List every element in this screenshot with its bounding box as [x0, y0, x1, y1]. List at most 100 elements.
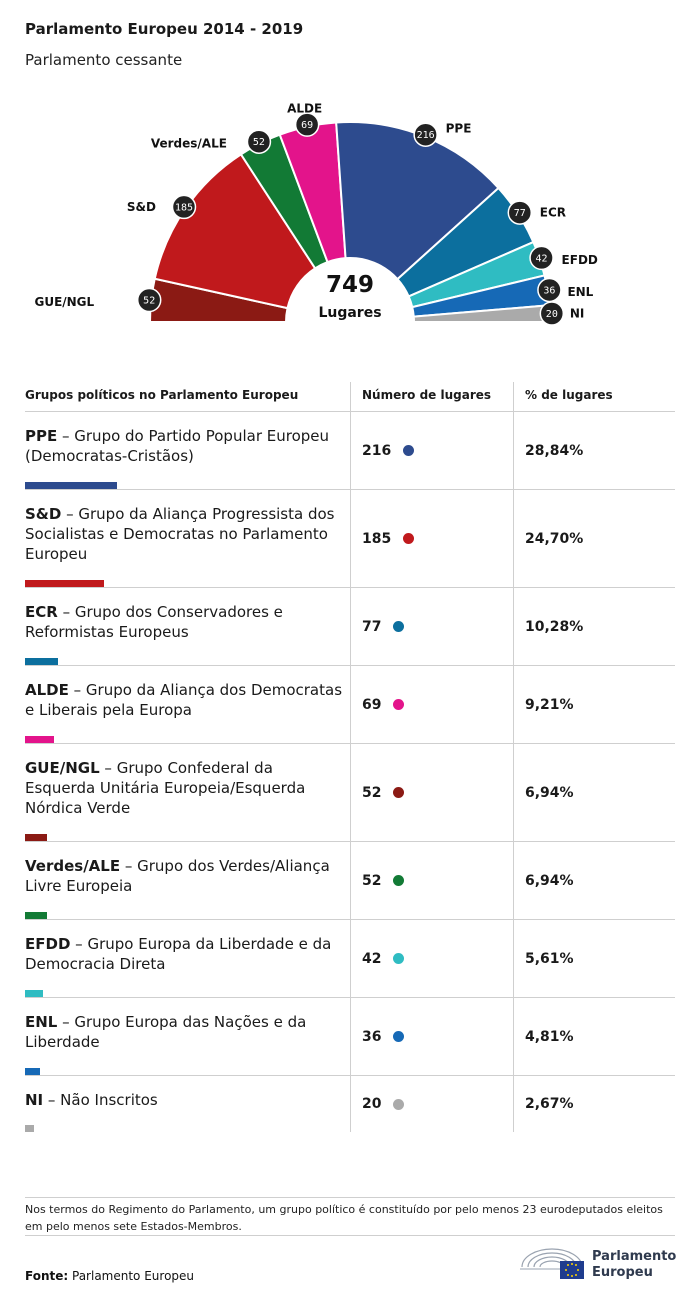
group-name-cell: EFDD – Grupo Europa da Liberdade e da De… — [25, 920, 350, 997]
percent-value: 5,61% — [525, 950, 574, 967]
group-color-dot — [393, 699, 405, 710]
total-seats-value: 749 — [326, 272, 374, 298]
seats-cell: 185 — [350, 490, 513, 587]
seat-count-label: 69 — [301, 120, 313, 131]
percent-value: 10,28% — [525, 618, 584, 635]
group-name-cell: S&D – Grupo da Aliança Progressista dos … — [25, 490, 350, 587]
table-row: Verdes/ALE – Grupo dos Verdes/Aliança Li… — [25, 842, 675, 920]
group-label: PPE — [446, 122, 472, 136]
group-abbreviation: ALDE — [25, 681, 69, 699]
seat-count-badge — [136, 287, 162, 313]
percent-cell: 28,84% — [513, 412, 675, 489]
percent-cell: 6,94% — [513, 744, 675, 841]
logo-text-line2: Europeu — [592, 1265, 653, 1280]
seats-value: 36 — [362, 1028, 382, 1045]
percent-cell: 6,94% — [513, 842, 675, 919]
group-share-bar — [25, 834, 47, 841]
seat-count-badge — [539, 301, 565, 326]
footnote: Nos termos do Regimento do Parlamento, u… — [25, 1197, 675, 1236]
group-share-bar — [25, 658, 58, 665]
seat-count-label: 20 — [546, 309, 558, 320]
seat-count-label: 36 — [543, 285, 555, 296]
group-share-bar — [25, 580, 104, 587]
group-share-bar — [25, 990, 43, 997]
percent-value: 24,70% — [525, 530, 584, 547]
seat-count-label: 185 — [175, 202, 193, 213]
percent-cell: 5,61% — [513, 920, 675, 997]
percent-cell: 10,28% — [513, 588, 675, 665]
table-row: ENL – Grupo Europa das Nações e da Liber… — [25, 998, 675, 1076]
logo-text: Parlamento Europeu — [592, 1249, 676, 1281]
header-seats: Número de lugares — [350, 382, 513, 411]
hemicycle-segment — [153, 152, 317, 310]
source-value: Parlamento Europeu — [72, 1269, 195, 1283]
group-share-bar — [25, 1068, 40, 1075]
group-full-name: – Grupo do Partido Popular Europeu (Demo… — [25, 427, 330, 465]
seat-count-label: 42 — [536, 253, 548, 264]
group-share-bar — [25, 736, 54, 743]
seats-cell: 69 — [350, 666, 513, 743]
seats-cell: 77 — [350, 588, 513, 665]
source-line: Fonte: Parlamento Europeu — [25, 1269, 194, 1283]
seats-value: 77 — [362, 618, 382, 635]
total-seats-label: Lugares — [318, 305, 381, 321]
seat-count-badge — [529, 245, 554, 271]
seats-cell: 52 — [350, 744, 513, 841]
percent-value: 6,94% — [525, 872, 574, 889]
group-full-name: – Grupo da Aliança dos Democratas e Libe… — [25, 681, 343, 719]
group-name-cell: ALDE – Grupo da Aliança dos Democratas e… — [25, 666, 350, 743]
group-label: S&D — [127, 200, 156, 214]
group-share-bar — [25, 482, 117, 489]
seat-count-label: 216 — [417, 130, 435, 141]
group-label: EFDD — [562, 253, 598, 267]
logo-text-line1: Parlamento — [592, 1249, 677, 1264]
percent-cell: 24,70% — [513, 490, 675, 587]
group-abbreviation: ENL — [25, 1013, 58, 1031]
percent-cell: 9,21% — [513, 666, 675, 743]
group-name-cell: PPE – Grupo do Partido Popular Europeu (… — [25, 412, 350, 489]
group-full-name: – Grupo da Aliança Progressista dos Soci… — [25, 505, 335, 563]
percent-value: 28,84% — [525, 442, 584, 459]
seats-value: 185 — [362, 530, 392, 547]
parliament-logo: Parlamento Europeu — [520, 1245, 676, 1283]
seat-count-badge — [294, 112, 320, 137]
seat-count-badge — [507, 200, 533, 225]
group-label: Verdes/ALE — [151, 137, 227, 151]
table-row: EFDD – Grupo Europa da Liberdade e da De… — [25, 920, 675, 998]
seat-count-badge — [246, 129, 272, 154]
group-label: ENL — [567, 285, 593, 299]
table-row: NI – Não Inscritos 20 2,67% — [25, 1076, 675, 1132]
page-subtitle: Parlamento cessante — [25, 51, 183, 69]
seats-value: 69 — [362, 696, 382, 713]
percent-value: 9,21% — [525, 696, 574, 713]
seats-value: 52 — [362, 872, 382, 889]
hemicycle-logo-icon — [520, 1248, 584, 1279]
table-row: PPE – Grupo do Partido Popular Europeu (… — [25, 412, 675, 490]
table-row: GUE/NGL – Grupo Confederal da Esquerda U… — [25, 744, 675, 842]
group-abbreviation: GUE/NGL — [25, 759, 100, 777]
group-name-cell: ECR – Grupo dos Conservadores e Reformis… — [25, 588, 350, 665]
group-full-name: – Grupo Confederal da Esquerda Unitária … — [25, 759, 306, 817]
seat-count-badge — [537, 277, 562, 303]
percent-value: 6,94% — [525, 784, 574, 801]
group-name-cell: NI – Não Inscritos — [25, 1076, 350, 1132]
seat-count-label: 52 — [143, 296, 155, 307]
group-color-dot — [393, 1031, 405, 1042]
percent-cell: 4,81% — [513, 998, 675, 1075]
groups-table: Grupos políticos no Parlamento Europeu N… — [25, 382, 675, 1132]
hemicycle-chart: 52 GUE/NGL 185 S&D 52 Verdes/ALE 69 ALDE 216 PPE 7… — [34, 102, 598, 326]
seat-count-label: 52 — [253, 137, 265, 148]
header-percent: % de lugares — [513, 382, 675, 411]
seats-cell: 42 — [350, 920, 513, 997]
table-body: PPE – Grupo do Partido Popular Europeu (… — [25, 412, 675, 1132]
group-color-dot — [403, 533, 415, 544]
group-color-dot — [403, 445, 415, 456]
seats-value: 216 — [362, 442, 392, 459]
seats-cell: 36 — [350, 998, 513, 1075]
group-color-dot — [393, 787, 405, 798]
group-full-name: – Não Inscritos — [43, 1091, 158, 1109]
group-name-cell: ENL – Grupo Europa das Nações e da Liber… — [25, 998, 350, 1075]
group-color-dot — [393, 621, 405, 632]
group-label: GUE/NGL — [34, 295, 94, 309]
group-full-name: – Grupo Europa das Nações e da Liberdade — [25, 1013, 307, 1051]
